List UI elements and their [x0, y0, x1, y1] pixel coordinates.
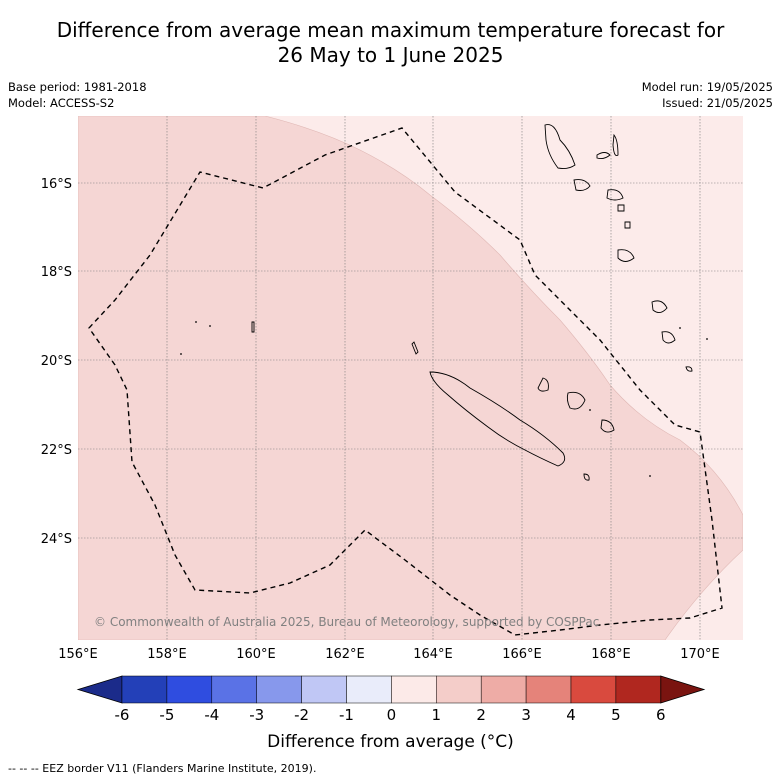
- colorbar-tick-6: 6: [656, 706, 666, 724]
- lat-label-22s: 22°S: [41, 443, 72, 458]
- colorbar-bin--5-to--4: [166, 675, 213, 704]
- longitude-labels: 156°E 158°E 160°E 162°E 164°E 166°E 168°…: [58, 647, 720, 662]
- eez-legend-note: -- -- -- EEZ border V11 (Flanders Marine…: [8, 762, 317, 775]
- malekula-outline: [573, 179, 591, 191]
- lon-label-156e: 156°E: [58, 647, 98, 662]
- colorbar-title: Difference from average (°C): [267, 732, 514, 752]
- colorbar-tick--1: -1: [339, 706, 354, 724]
- ambae-outline: [596, 152, 611, 160]
- belep-islands-outline: [411, 341, 419, 355]
- lon-label-168e: 168°E: [591, 647, 631, 662]
- aneityum-outline: [661, 331, 676, 344]
- lon-label-160e: 160°E: [236, 647, 276, 662]
- colorbar-bin--6-to--5: [121, 675, 168, 704]
- base-info: Base period: 1981-2018 Model: ACCESS-S2: [8, 79, 147, 111]
- isle-of-pines-outline: [583, 473, 590, 481]
- latitude-labels: 16°S 18°S 20°S 22°S 24°S: [41, 177, 72, 547]
- colorbar-tick-4: 4: [566, 706, 576, 724]
- colorbar-bin--4-to--3: [211, 675, 257, 704]
- lifou-outline: [566, 391, 586, 410]
- map-area: © Commonwealth of Australia 2025, Bureau…: [78, 116, 743, 640]
- small-island-2: [617, 204, 625, 212]
- colorbar-tick--6: -6: [115, 706, 130, 724]
- model-name: Model: ACCESS-S2: [8, 96, 115, 110]
- colorbar-extend-high: [660, 675, 706, 704]
- colorbar-tick-2: 2: [476, 706, 486, 724]
- colorbar-tick-1: 1: [432, 706, 442, 724]
- model-run: Model run: 19/05/2025: [641, 80, 773, 94]
- colorbar-tick--4: -4: [204, 706, 219, 724]
- efate-outline: [606, 189, 624, 201]
- colorbar: [76, 675, 706, 704]
- colorbar-tick-3: 3: [521, 706, 531, 724]
- pentecost-outline: [612, 133, 619, 156]
- small-island-1: [685, 366, 693, 372]
- base-period: Base period: 1981-2018: [8, 80, 147, 94]
- mare-outline: [600, 419, 615, 433]
- small-island-3: [624, 221, 631, 229]
- erromango-outline: [617, 249, 635, 262]
- run-info: Model run: 19/05/2025 Issued: 21/05/2025: [642, 79, 773, 111]
- lon-label-158e: 158°E: [147, 647, 187, 662]
- colorbar-tick-labels: -6 -5 -4 -3 -2 -1 0 1 2 3 4 5 6: [115, 706, 666, 724]
- colorbar-tick-5: 5: [611, 706, 621, 724]
- colorbar-tick--5: -5: [159, 706, 174, 724]
- lat-label-16s: 16°S: [41, 177, 72, 192]
- colorbar-bin-3-to-4: [525, 675, 572, 704]
- coastlines: [251, 124, 693, 481]
- colorbar-bin-0-to-1: [391, 675, 437, 704]
- lat-label-24s: 24°S: [41, 532, 72, 547]
- new-caledonia-outline: [429, 371, 566, 467]
- colorbar-bin-5-to-6: [615, 675, 662, 704]
- lon-label-166e: 166°E: [502, 647, 542, 662]
- colorbar-bin--3-to--2: [256, 675, 302, 704]
- ouvea-outline: [537, 377, 549, 392]
- colorbar-tick--3: -3: [249, 706, 264, 724]
- title-line-2: 26 May to 1 June 2025: [277, 43, 504, 67]
- colorbar-bin-2-to-3: [480, 675, 527, 704]
- anomaly-1-2-region: [78, 116, 743, 640]
- colorbar-tick-0: 0: [387, 706, 397, 724]
- map-title: Difference from average mean maximum tem…: [0, 18, 781, 68]
- chesterfield-reef-outline: [251, 321, 255, 333]
- colorbar-bin--1-to-0: [346, 675, 392, 704]
- reef-dots: [180, 321, 708, 477]
- tanna-outline: [651, 300, 668, 313]
- colorbar-bin--2-to--1: [301, 675, 347, 704]
- lat-label-20s: 20°S: [41, 354, 72, 369]
- colorbar-tick--2: -2: [294, 706, 309, 724]
- lon-label-170e: 170°E: [680, 647, 720, 662]
- colorbar-extend-low: [76, 675, 123, 704]
- lat-label-18s: 18°S: [41, 265, 72, 280]
- issued-date: Issued: 21/05/2025: [662, 96, 773, 110]
- colorbar-bin-4-to-5: [570, 675, 617, 704]
- lon-label-162e: 162°E: [325, 647, 365, 662]
- title-line-1: Difference from average mean maximum tem…: [56, 18, 725, 42]
- copyright-notice: © Commonwealth of Australia 2025, Bureau…: [94, 615, 599, 629]
- colorbar-bin-1-to-2: [436, 675, 482, 704]
- espiritu-santo-outline: [544, 124, 576, 170]
- eez-border: [88, 127, 723, 636]
- graticule: [78, 116, 743, 640]
- lon-label-164e: 164°E: [413, 647, 453, 662]
